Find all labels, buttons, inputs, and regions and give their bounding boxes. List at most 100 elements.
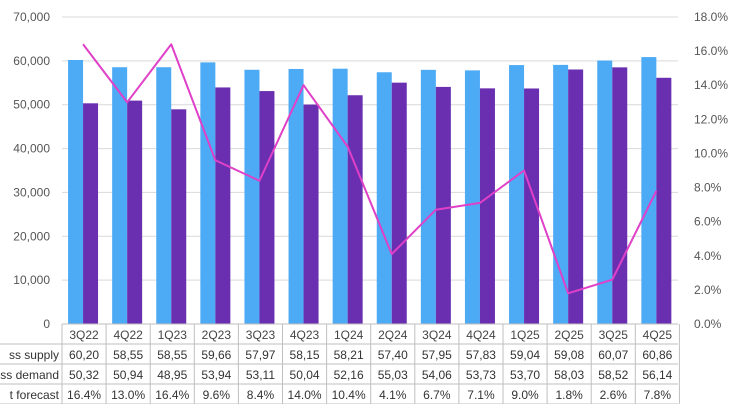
table-cell: 14.0%: [288, 388, 322, 402]
bar-supply-4Q24: [464, 70, 480, 324]
bar-supply-4Q23: [288, 68, 304, 325]
bar-supply-3Q25: [597, 60, 613, 325]
bars: [68, 57, 672, 325]
category-label: 3Q23: [246, 328, 276, 342]
left-tick-label: 30,000: [13, 185, 50, 199]
table-cell: 9.0%: [511, 388, 539, 402]
bar-demand-4Q22: [127, 100, 143, 325]
table-cell: 9.6%: [203, 388, 231, 402]
category-label: 4Q23: [290, 328, 320, 342]
bar-supply-2Q24: [376, 72, 392, 324]
bar-supply-4Q22: [112, 67, 128, 324]
table-cell: 1.8%: [555, 388, 583, 402]
right-tick-label: 4.0%: [694, 249, 722, 263]
forecast-line-path: [82, 43, 658, 295]
table-cell: 57,97: [245, 348, 275, 362]
table-cell: 58,55: [157, 348, 187, 362]
table-cell: 57,95: [422, 348, 452, 362]
right-tick-label: 18.0%: [694, 10, 728, 24]
table-cell: 16.4%: [67, 388, 101, 402]
series-row-label: ss supply: [9, 348, 59, 362]
category-label: 1Q25: [510, 328, 540, 342]
left-tick-label: 10,000: [13, 273, 50, 287]
bar-demand-1Q25: [524, 88, 540, 324]
table-cell: 53,73: [466, 368, 496, 382]
bar-demand-1Q23: [171, 109, 187, 325]
table-cell: 4.1%: [379, 388, 407, 402]
table-cell: 50,32: [69, 368, 99, 382]
bar-demand-4Q24: [479, 88, 495, 325]
left-tick-label: 0: [43, 317, 50, 331]
data-table: 3Q22 4Q22 1Q23 2Q23 3Q23 4Q23 1Q24 2Q24 3Q24 4Q24…: [0, 323, 680, 404]
table-cell: 50,04: [290, 368, 320, 382]
left-tick-label: 70,000: [13, 10, 50, 24]
table-cell: 53,70: [510, 368, 540, 382]
table-cell: 13.0%: [111, 388, 145, 402]
table-cell: 57,83: [466, 348, 496, 362]
table-cell: 56,14: [642, 368, 672, 382]
right-tick-label: 16.0%: [694, 44, 728, 58]
right-tick-label: 0.0%: [694, 317, 722, 331]
table-cell: 16.4%: [155, 388, 189, 402]
table-cell: 52,16: [334, 368, 364, 382]
right-tick-label: 6.0%: [694, 215, 722, 229]
table-cell: 59,08: [554, 348, 584, 362]
category-label: 3Q24: [422, 328, 452, 342]
bar-supply-3Q23: [244, 69, 260, 325]
series-row-label: ss demand: [0, 368, 59, 382]
gridlines: [62, 16, 678, 281]
category-label: 2Q24: [378, 328, 408, 342]
category-label: 1Q24: [334, 328, 364, 342]
table-cell: 59,66: [201, 348, 231, 362]
series-row-label: t forecast: [10, 388, 60, 402]
left-axis: 0 10,000 20,000 30,000 40,000 50,000 60,000 70,…: [13, 10, 50, 331]
table-cell: 10.4%: [332, 388, 366, 402]
table-cell: 53,11: [246, 368, 275, 382]
right-tick-label: 2.0%: [694, 283, 722, 297]
table-cell: 58,15: [290, 348, 320, 362]
bar-demand-3Q22: [83, 103, 99, 325]
table-cell: 58,52: [598, 368, 628, 382]
table-cell: 2.6%: [600, 388, 628, 402]
category-label: 2Q23: [202, 328, 232, 342]
category-label: 4Q22: [113, 328, 143, 342]
bar-supply-2Q23: [200, 62, 216, 324]
category-label: 2Q25: [554, 328, 584, 342]
bar-demand-2Q23: [215, 87, 231, 324]
right-tick-label: 14.0%: [694, 78, 728, 92]
table-cell: 58,21: [334, 348, 364, 362]
bar-supply-1Q25: [509, 65, 525, 324]
bar-demand-1Q24: [347, 95, 363, 324]
forecast-line: [82, 43, 658, 295]
table-cell: 50,94: [113, 368, 143, 382]
table-cell: 60,07: [598, 348, 628, 362]
right-tick-label: 8.0%: [694, 181, 722, 195]
right-tick-label: 10.0%: [694, 146, 728, 160]
category-label: 4Q24: [466, 328, 496, 342]
left-tick-label: 50,000: [13, 98, 50, 112]
table-cell: 54,06: [422, 368, 452, 382]
table-cell: 8.4%: [247, 388, 275, 402]
bar-supply-4Q25: [641, 57, 657, 325]
table-cell: 57,40: [378, 348, 408, 362]
bar-demand-4Q23: [303, 104, 319, 325]
category-label: 3Q22: [69, 328, 99, 342]
table-cell: 58,03: [554, 368, 584, 382]
table-cell: 55,03: [378, 368, 408, 382]
left-tick-label: 40,000: [13, 142, 50, 156]
right-axis: 0.0% 2.0% 4.0% 6.0% 8.0% 10.0% 12.0% 14.0% 16.0%…: [694, 10, 728, 331]
category-label: 1Q23: [158, 328, 188, 342]
bar-demand-3Q23: [259, 91, 275, 325]
table-cell: 6.7%: [423, 388, 451, 402]
table-cell: 7.1%: [467, 388, 495, 402]
bar-supply-3Q22: [68, 59, 84, 324]
bar-demand-3Q25: [612, 67, 628, 325]
table-cell: 60,20: [69, 348, 99, 362]
category-label: 3Q25: [599, 328, 629, 342]
bar-demand-4Q25: [656, 77, 672, 324]
bar-demand-2Q24: [391, 82, 407, 324]
table-cell: 59,04: [510, 348, 540, 362]
table-cell: 60,86: [642, 348, 672, 362]
table-cell: 48,95: [157, 368, 187, 382]
